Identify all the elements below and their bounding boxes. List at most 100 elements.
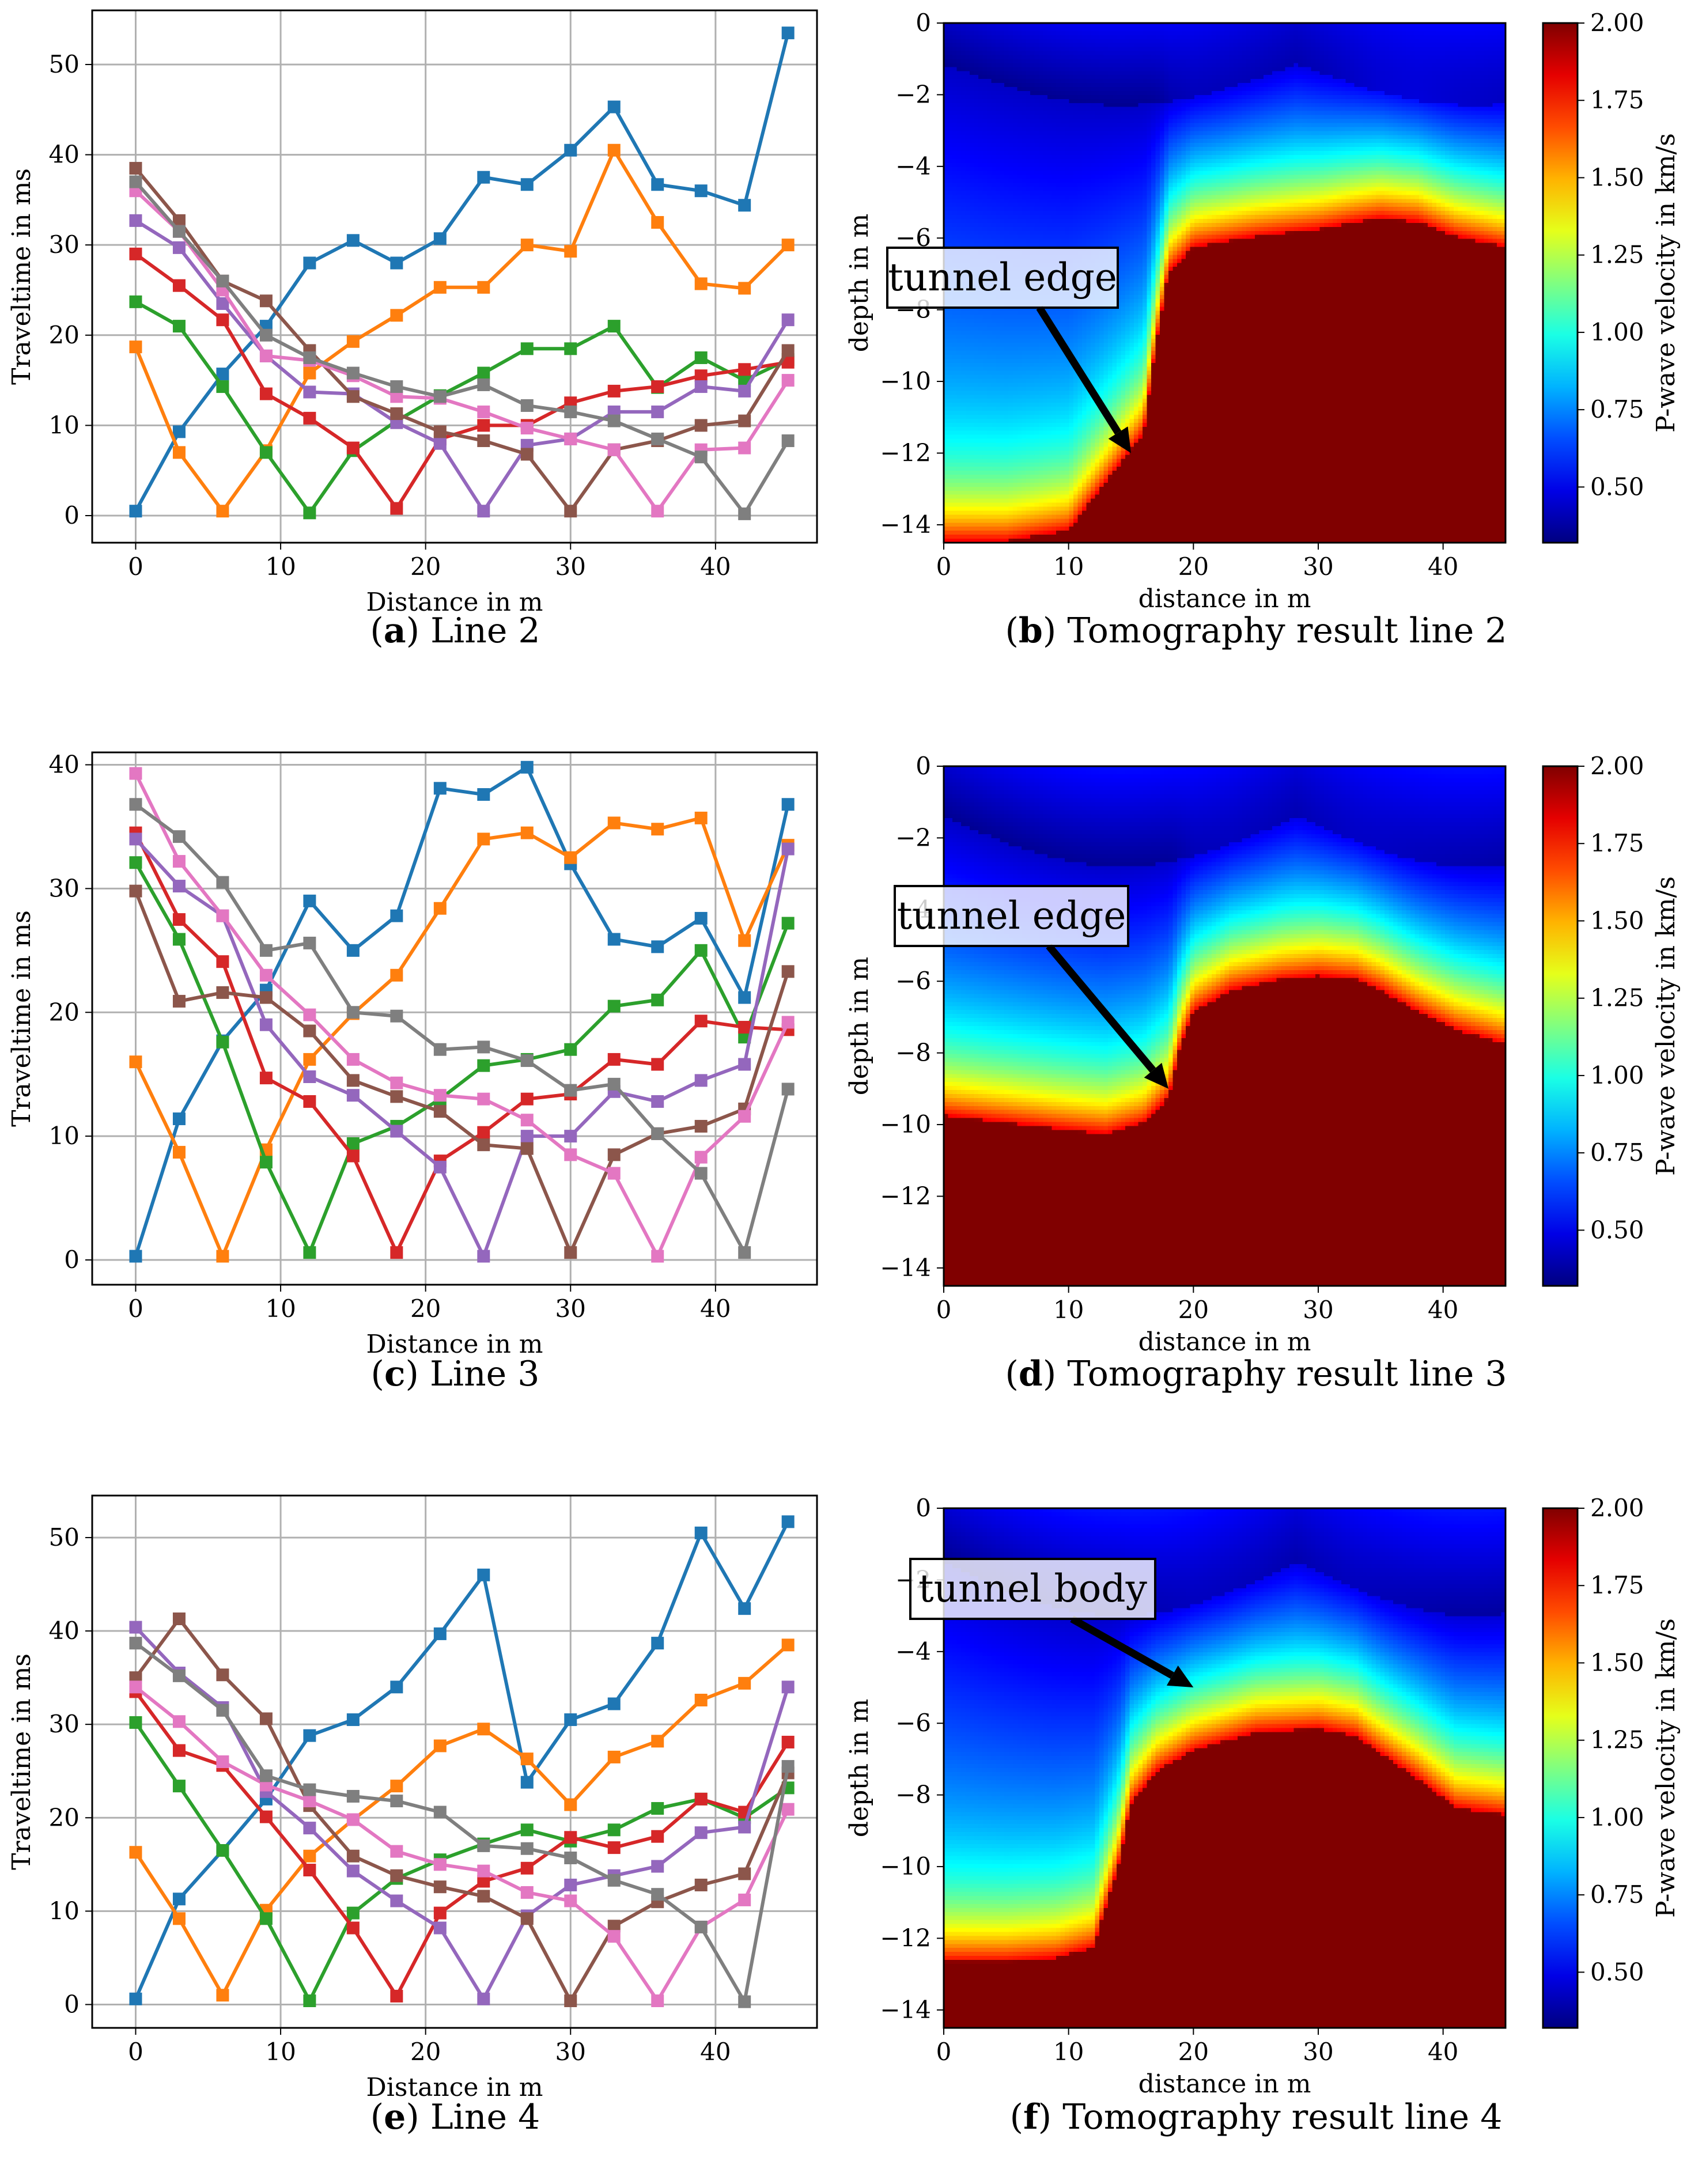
velocity-cell bbox=[1009, 99, 1013, 104]
velocity-cell bbox=[1013, 51, 1018, 56]
velocity-cell bbox=[978, 147, 983, 152]
velocity-cell bbox=[1004, 27, 1009, 32]
velocity-cell bbox=[970, 351, 974, 355]
velocity-cell bbox=[996, 215, 1000, 219]
velocity-cell bbox=[970, 179, 974, 184]
velocity-cell bbox=[948, 483, 953, 487]
velocity-cell bbox=[974, 531, 979, 535]
velocity-cell bbox=[983, 518, 988, 523]
velocity-cell bbox=[948, 419, 953, 423]
velocity-cell bbox=[1000, 95, 1005, 100]
velocity-cell bbox=[978, 527, 983, 531]
velocity-cell bbox=[952, 55, 957, 60]
velocity-cell bbox=[957, 475, 962, 479]
velocity-cell bbox=[996, 87, 1000, 92]
velocity-cell bbox=[961, 107, 966, 112]
velocity-cell bbox=[952, 51, 957, 56]
velocity-cell bbox=[996, 39, 1000, 44]
velocity-cell bbox=[1009, 115, 1013, 120]
velocity-cell bbox=[983, 463, 988, 467]
velocity-cell bbox=[1000, 503, 1005, 508]
velocity-cell bbox=[992, 167, 996, 172]
velocity-cell bbox=[987, 503, 992, 508]
velocity-cell bbox=[952, 315, 957, 320]
velocity-cell bbox=[1009, 147, 1013, 152]
velocity-cell bbox=[1004, 463, 1009, 467]
velocity-cell bbox=[996, 199, 1000, 203]
velocity-cell bbox=[987, 131, 992, 135]
velocity-cell bbox=[983, 503, 988, 508]
velocity-cell bbox=[978, 199, 983, 203]
velocity-cell bbox=[1009, 63, 1013, 67]
velocity-cell bbox=[1004, 115, 1009, 120]
velocity-cell bbox=[957, 323, 962, 327]
velocity-cell bbox=[987, 371, 992, 376]
velocity-cell bbox=[952, 451, 957, 455]
velocity-cell bbox=[996, 335, 1000, 339]
velocity-cell bbox=[957, 391, 962, 395]
x-tick-label: 40 bbox=[700, 552, 731, 581]
velocity-cell bbox=[1000, 347, 1005, 351]
velocity-cell bbox=[996, 347, 1000, 351]
velocity-cell bbox=[987, 419, 992, 423]
velocity-cell bbox=[992, 446, 996, 451]
velocity-cell bbox=[1000, 335, 1005, 339]
velocity-cell bbox=[948, 379, 953, 384]
velocity-cell bbox=[1009, 419, 1013, 423]
velocity-cell bbox=[1000, 187, 1005, 191]
data-point bbox=[303, 367, 316, 380]
velocity-cell bbox=[948, 75, 953, 80]
velocity-cell bbox=[987, 51, 992, 56]
velocity-cell bbox=[1009, 195, 1013, 199]
velocity-cell bbox=[1004, 518, 1009, 523]
velocity-cell bbox=[966, 403, 970, 407]
velocity-cell bbox=[952, 123, 957, 127]
velocity-cell bbox=[974, 475, 979, 479]
velocity-cell bbox=[966, 167, 970, 172]
data-point bbox=[782, 344, 795, 357]
velocity-cell bbox=[987, 471, 992, 475]
velocity-cell bbox=[992, 111, 996, 116]
velocity-cell bbox=[983, 475, 988, 479]
velocity-cell bbox=[957, 411, 962, 415]
data-point bbox=[129, 248, 142, 260]
velocity-cell bbox=[970, 387, 974, 391]
velocity-cell bbox=[952, 239, 957, 244]
velocity-cell bbox=[996, 379, 1000, 384]
velocity-cell bbox=[1009, 239, 1013, 244]
velocity-cell bbox=[987, 219, 992, 224]
velocity-cell bbox=[1004, 415, 1009, 419]
velocity-cell bbox=[974, 123, 979, 127]
velocity-cell bbox=[952, 363, 957, 368]
velocity-cell bbox=[952, 375, 957, 380]
velocity-cell bbox=[983, 355, 988, 359]
data-point bbox=[608, 385, 621, 398]
velocity-cell bbox=[970, 143, 974, 147]
velocity-cell bbox=[996, 319, 1000, 323]
velocity-cell bbox=[996, 163, 1000, 168]
velocity-cell bbox=[992, 187, 996, 191]
velocity-cell bbox=[1004, 395, 1009, 399]
velocity-cell bbox=[983, 446, 988, 451]
velocity-cell bbox=[957, 383, 962, 387]
velocity-cell bbox=[1000, 510, 1005, 515]
velocity-cell bbox=[978, 323, 983, 327]
velocity-cell bbox=[952, 387, 957, 391]
velocity-cell bbox=[974, 219, 979, 224]
velocity-cell bbox=[948, 107, 953, 112]
velocity-cell bbox=[970, 518, 974, 523]
velocity-cell bbox=[961, 327, 966, 331]
velocity-cell bbox=[952, 219, 957, 224]
velocity-cell bbox=[948, 311, 953, 316]
velocity-cell bbox=[961, 83, 966, 88]
velocity-cell bbox=[1009, 503, 1013, 508]
velocity-cell bbox=[948, 199, 953, 203]
velocity-cell bbox=[974, 211, 979, 215]
velocity-cell bbox=[948, 491, 953, 495]
data-point bbox=[521, 178, 534, 191]
velocity-cell bbox=[966, 395, 970, 399]
velocity-cell bbox=[970, 123, 974, 127]
velocity-cell bbox=[1004, 87, 1009, 92]
velocity-cell bbox=[987, 83, 992, 88]
velocity-cell bbox=[978, 443, 983, 448]
